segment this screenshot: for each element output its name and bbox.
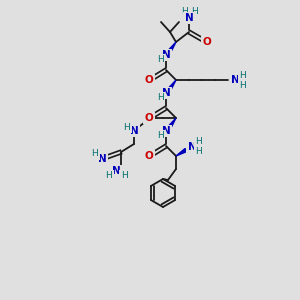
Text: H: H — [196, 137, 202, 146]
Text: O: O — [145, 113, 153, 123]
Text: N: N — [112, 166, 120, 176]
Polygon shape — [168, 118, 176, 129]
Text: N: N — [130, 126, 138, 136]
Text: H: H — [157, 131, 164, 140]
Text: H: H — [157, 56, 164, 64]
Text: N: N — [188, 142, 196, 152]
Text: H: H — [181, 8, 188, 16]
Text: H: H — [92, 149, 98, 158]
Text: N: N — [162, 88, 170, 98]
Text: H: H — [240, 80, 246, 89]
Text: H: H — [190, 8, 197, 16]
Text: H: H — [240, 70, 246, 80]
Text: H: H — [157, 94, 164, 103]
Text: O: O — [145, 75, 153, 85]
Text: H: H — [196, 148, 202, 157]
Text: O: O — [202, 37, 211, 47]
Text: N: N — [231, 75, 239, 85]
Text: N: N — [184, 13, 194, 23]
Text: N: N — [162, 50, 170, 60]
Polygon shape — [168, 42, 176, 53]
Polygon shape — [176, 148, 187, 156]
Text: H: H — [121, 172, 128, 181]
Text: H: H — [124, 122, 130, 131]
Text: N: N — [98, 154, 106, 164]
Text: O: O — [145, 151, 153, 161]
Text: H: H — [106, 172, 112, 181]
Text: N: N — [162, 126, 170, 136]
Polygon shape — [168, 80, 176, 91]
